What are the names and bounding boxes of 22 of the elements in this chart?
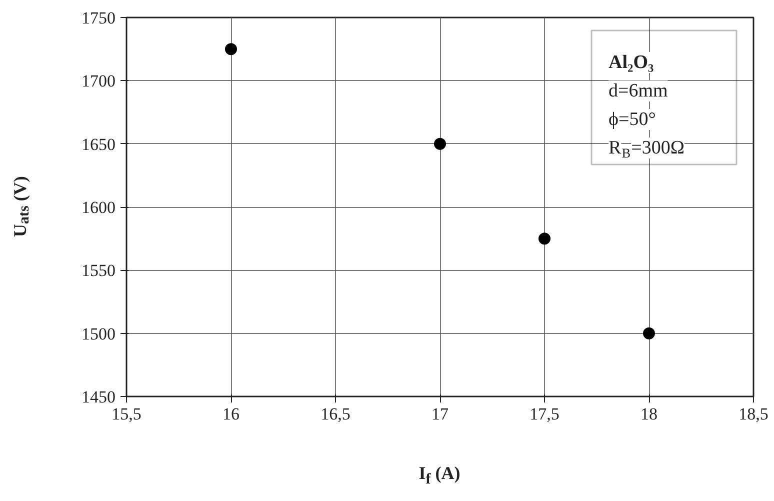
x-tick-label: 15,5	[112, 404, 142, 424]
x-tick-label: 18,5	[738, 404, 768, 424]
annotation: ϕ=50°	[608, 109, 656, 130]
y-tick-label: 1600	[82, 198, 116, 217]
point	[225, 43, 237, 56]
y-tick-label: 1500	[82, 324, 116, 344]
annotation: Al₂O₃	[608, 52, 654, 73]
x-tick-label: 18	[640, 404, 658, 424]
x-tick-label: 17	[432, 404, 449, 424]
y-tick-label: 1700	[82, 72, 116, 91]
point	[643, 327, 655, 340]
y-tick-label: 1550	[82, 261, 116, 280]
point	[538, 232, 550, 245]
point	[434, 138, 446, 150]
y-tick-label: 1750	[82, 8, 116, 28]
y-tick-label: 1450	[82, 388, 116, 406]
x-axis-title: I$_{f}$ (A)	[418, 462, 462, 490]
x-tick-label: 17,5	[530, 404, 560, 424]
y-tick-label: 1650	[82, 134, 116, 154]
annotation: d=6mm	[608, 80, 668, 102]
x-tick-label: 16,5	[320, 404, 350, 424]
x-tick-label: 16	[222, 404, 240, 424]
